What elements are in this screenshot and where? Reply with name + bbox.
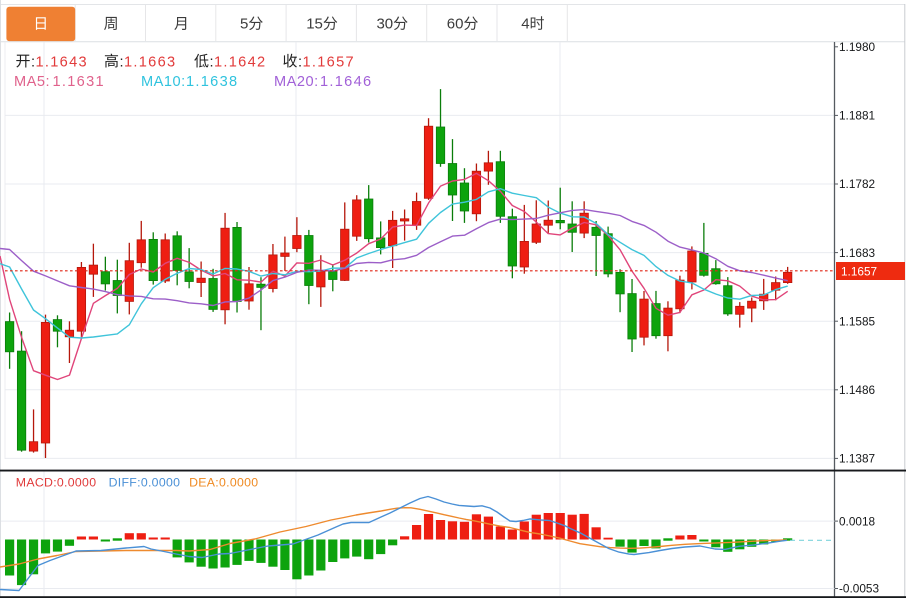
svg-text:-0.0053: -0.0053 [839,582,879,596]
svg-text:1.1642: 1.1642 [214,54,266,70]
svg-text:5: 5 [240,16,248,33]
svg-text::: : [298,54,302,70]
svg-text:1.1683: 1.1683 [839,246,876,260]
svg-text:4: 4 [521,16,529,33]
svg-text:1.1387: 1.1387 [839,452,875,466]
svg-text:MACD:0.0000: MACD:0.0000 [16,476,97,490]
svg-text:1: 1 [306,16,314,33]
svg-text:1.1782: 1.1782 [839,177,875,191]
svg-text:DIFF:0.0000: DIFF:0.0000 [109,476,181,490]
svg-text:DEA:0.0000: DEA:0.0000 [189,476,258,490]
svg-text:1.1881: 1.1881 [839,109,875,123]
svg-text:5: 5 [315,16,323,33]
svg-text:1.1657: 1.1657 [303,54,355,70]
svg-text:6: 6 [447,16,455,33]
svg-text:0: 0 [385,16,393,33]
svg-text:3: 3 [377,16,385,33]
svg-text::: : [31,54,35,70]
svg-text:0.0018: 0.0018 [839,514,876,528]
svg-text:1.1585: 1.1585 [839,314,876,328]
svg-text:1.1643: 1.1643 [36,54,88,70]
svg-text:1.1486: 1.1486 [839,383,876,397]
svg-text:1.1631: 1.1631 [53,74,105,90]
svg-text::: : [120,54,124,70]
svg-text:0: 0 [455,16,463,33]
svg-text:MA10:: MA10: [141,74,186,90]
svg-text:1.1657: 1.1657 [841,264,877,278]
svg-text:1.1980: 1.1980 [839,40,876,54]
svg-text:1.1638: 1.1638 [186,74,238,90]
svg-text:MA20:: MA20: [274,74,319,90]
svg-text::: : [210,54,214,70]
svg-text:1.1663: 1.1663 [124,54,176,70]
svg-text:MA5:: MA5: [14,74,50,90]
svg-text:1.1646: 1.1646 [320,74,372,90]
